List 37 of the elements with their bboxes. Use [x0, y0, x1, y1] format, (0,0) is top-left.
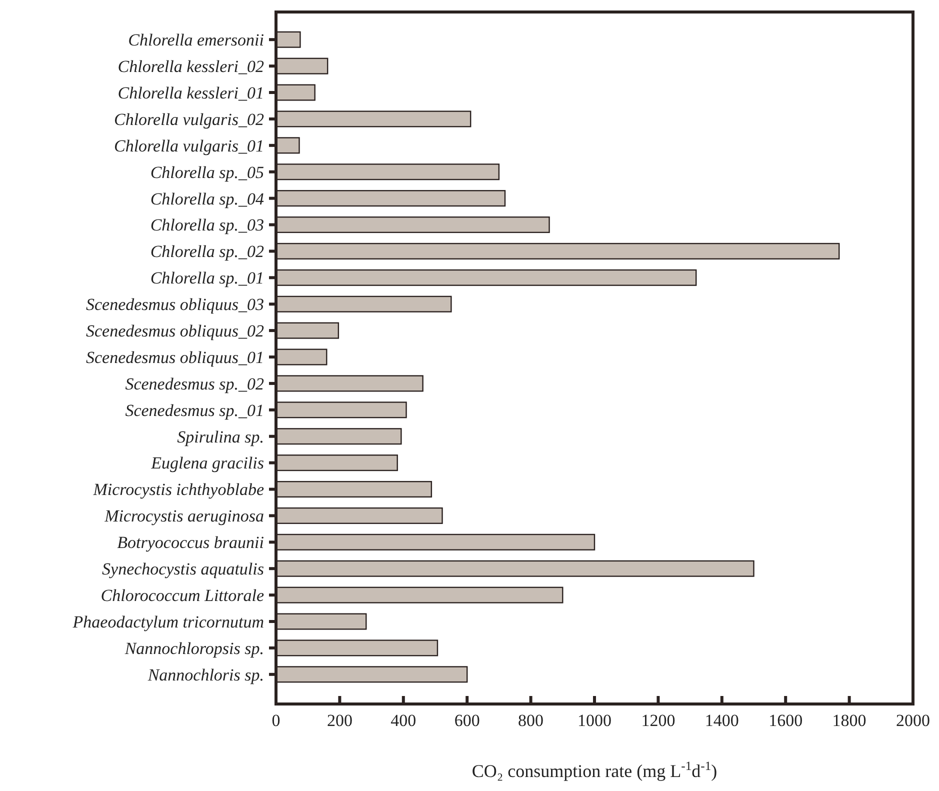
- y-tick-label: Chlorella vulgaris_02: [114, 110, 264, 129]
- x-tick-label: 600: [454, 711, 480, 730]
- y-tick-label: Euglena gracilis: [150, 454, 264, 473]
- y-tick-label: Scenedesmus obliquus_03: [86, 295, 264, 314]
- x-tick-label: 0: [272, 711, 280, 730]
- y-tick-label: Scenedesmus obliquus_02: [86, 322, 264, 340]
- x-tick-label: 200: [326, 711, 352, 730]
- y-tick-label: Microcystis ichthyoblabe: [92, 480, 264, 500]
- y-tick-label: Scenedesmus sp._01: [125, 400, 264, 420]
- y-tick-label: Chlorella sp._03: [150, 216, 264, 235]
- x-tick-label: 400: [390, 711, 416, 730]
- x-tick-label: 1000: [578, 711, 612, 730]
- x-axis-title: CO₂ consumption rate (mg L$^{-1}$d$^{-1}$): [472, 759, 718, 781]
- y-tick-label: Scenedesmus obliquus_01: [86, 348, 264, 367]
- x-tick-label: 2000: [896, 711, 930, 730]
- y-tick-label: Phaeodactylum tricornutum: [72, 612, 264, 632]
- y-tick-label: Synechocystis aquatulis: [102, 560, 264, 579]
- x-tick-label: 800: [518, 711, 544, 730]
- x-tick-label: 1200: [641, 711, 676, 730]
- y-tick-label: Chlorococcum Littorale: [100, 586, 264, 605]
- y-tick-label: Chlorella sp._02: [150, 242, 264, 262]
- y-tick-label: Chlorella sp._01: [150, 268, 264, 288]
- y-tick-label: Chlorella kessleri_01: [118, 83, 264, 102]
- y-tick-label: Chlorella sp._04: [150, 189, 264, 208]
- x-tick-label: 1400: [704, 711, 739, 730]
- y-tick-label: Botryococcus braunii: [117, 533, 264, 552]
- y-tick-label: Microcystis aeruginosa: [104, 506, 264, 526]
- x-tick-label: 1800: [832, 711, 866, 730]
- y-tick-label: Nannochloropsis sp.: [124, 638, 264, 658]
- y-tick-label: Chlorella vulgaris_01: [114, 136, 264, 156]
- y-tick-label: Spirulina sp.: [177, 427, 264, 446]
- y-tick-label: Chlorella kessleri_02: [118, 57, 264, 76]
- y-tick-label: Chlorella sp._05: [150, 162, 264, 182]
- y-tick-label: Chlorella emersonii: [128, 30, 264, 50]
- y-tick-label: Nannochloris sp.: [146, 665, 264, 684]
- y-tick-label: Scenedesmus sp._02: [125, 374, 264, 394]
- x-tick-label: 1600: [768, 711, 803, 730]
